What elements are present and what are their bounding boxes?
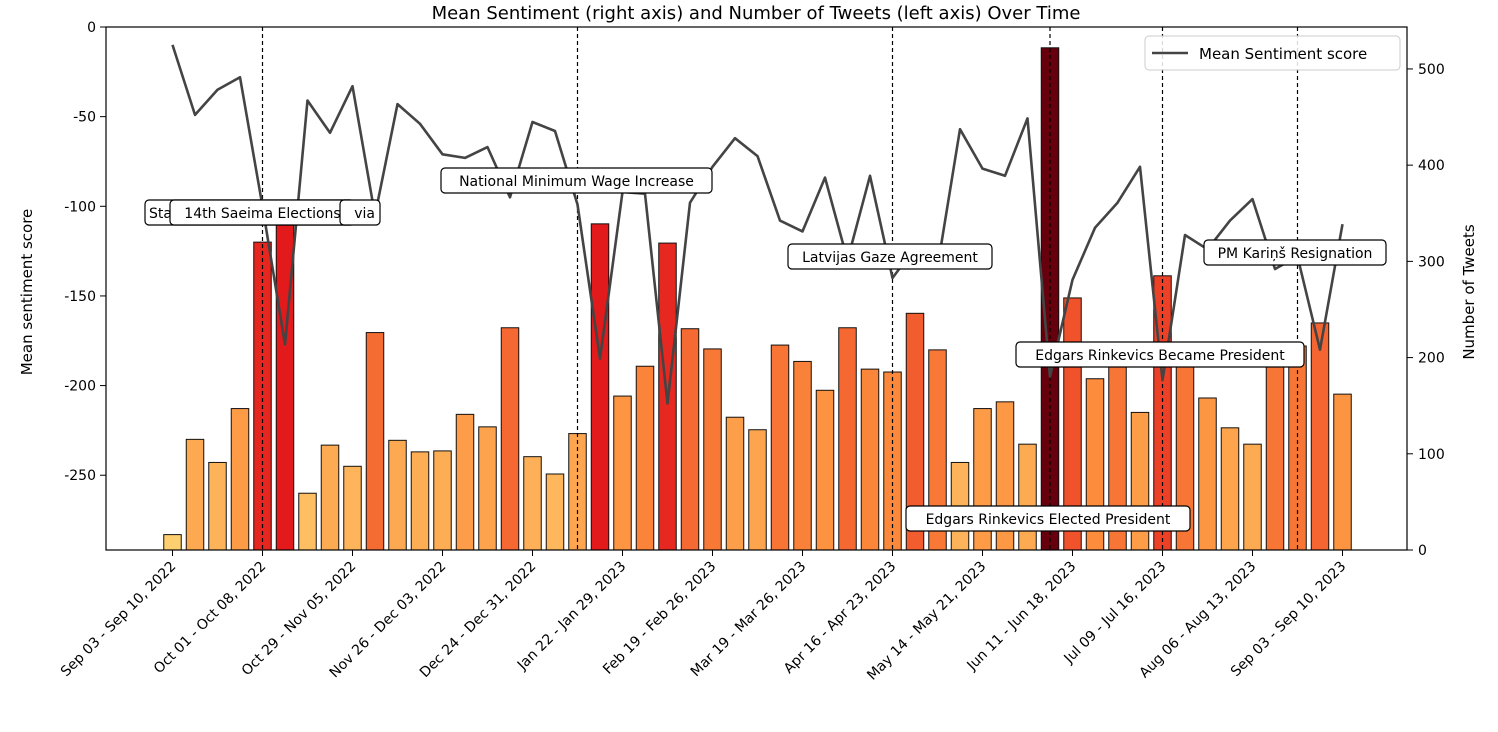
y-axis-label-right: Number of Tweets [1460,224,1478,360]
right-tick-label: 100 [1418,447,1445,463]
event-label-min-wage: National Minimum Wage Increase [459,174,694,190]
tweet-count-bar [1333,393,1352,551]
event-box-resignation [1203,239,1387,266]
event-label-saeima: 14th Saeima Elections [184,206,340,222]
tweet-count-bar [590,223,610,551]
left-tick-label: -250 [64,468,96,484]
tweet-count-bar [343,465,362,551]
tweet-count-bar [388,439,407,551]
tweet-count-bar [635,365,655,551]
tweet-count-bar [523,456,542,551]
event-lines-group [261,27,1299,550]
event-box-min-wage [440,167,713,194]
tweet-count-bar [298,492,317,551]
event-label-resignation: PM Kariņš Resignation [1218,246,1373,262]
right-tick-label: 500 [1418,62,1445,78]
sentiment-line-group [171,44,1344,405]
tweet-count-bar [163,534,182,551]
plot-frame [105,26,1408,551]
tweet-count-bar [410,451,430,551]
bars-group [163,47,1352,551]
tweet-count-bar [433,450,452,551]
tweet-count-bar [320,444,340,551]
sentiment-line [171,44,1344,405]
tweet-count-bar [838,327,857,551]
legend-box [1144,35,1401,71]
tweet-count-bar [365,332,385,551]
right-tick-label: 200 [1418,351,1445,367]
tweet-count-bar [545,473,565,551]
legend-label: Mean Sentiment score [1199,45,1367,63]
chart-title: Mean Sentiment (right axis) and Number o… [432,3,1081,24]
event-label-gaze: Latvijas Gaze Agreement [802,250,978,266]
event-label-became: Edgars Rinkevics Became President [1035,348,1285,364]
right-tick-label: 300 [1418,254,1445,270]
left-tick-label: -100 [64,199,96,215]
left-tick-label: -150 [64,289,96,305]
legend: Mean Sentiment score [1144,35,1401,71]
event-label-elected: Edgars Rinkevics Elected President [926,512,1171,528]
right-tick-label: 0 [1418,543,1427,559]
tweet-count-bar [500,327,520,551]
event-label-state-visit-tail-2: via [354,206,375,222]
tweet-count-bar [860,368,880,551]
tweet-count-bar [725,416,745,551]
left-tick-label: -50 [73,110,96,126]
tweet-count-bar [1220,427,1240,551]
left-tick-label: 0 [87,20,96,36]
tweet-count-bar [793,360,812,551]
plot-frame-group [105,26,1408,551]
tweet-count-bar [748,429,767,551]
tweet-count-bar [703,348,722,551]
tweet-count-bar [1198,397,1217,551]
left-tick-label: -200 [64,379,96,395]
tweet-count-bar [770,344,790,551]
tweet-count-bar [455,413,475,551]
event-box-elected [905,505,1191,532]
tweet-count-bar [1265,345,1285,551]
tweet-count-bar [680,328,700,551]
tweet-count-bar [208,461,227,551]
event-box-state-visit-end [339,199,381,226]
tweet-count-bar [613,395,632,551]
tweet-count-bar [1310,322,1330,551]
tweet-count-bar [1243,443,1262,551]
tweet-count-bar [1018,443,1037,551]
event-box-became [1015,341,1305,368]
x-tick-label: Jul 09 - Jul 16, 2023 [1061,559,1170,668]
tweet-count-bar [230,408,250,551]
tweet-count-bar [815,389,835,551]
right-tick-label: 400 [1418,158,1445,174]
tweet-count-bar [185,438,205,551]
event-box-gaze [787,243,993,270]
tweet-count-bar [478,426,497,551]
y-axis-label-left: Mean sentiment score [18,209,36,376]
event-label-state-visit-start: Sta [149,206,172,222]
